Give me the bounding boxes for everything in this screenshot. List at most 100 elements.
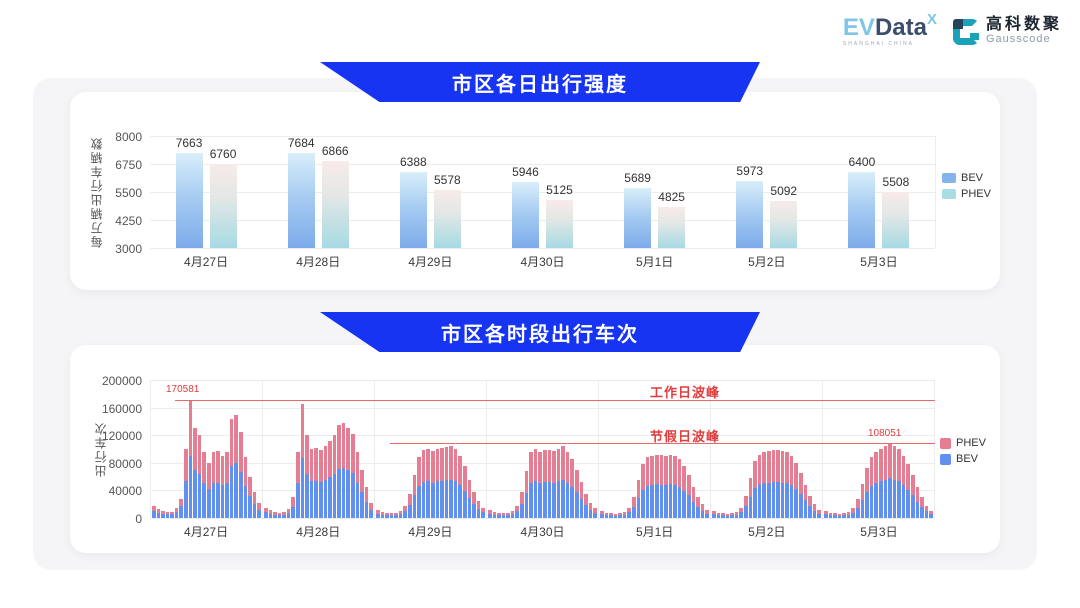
bar-column: 6760 bbox=[209, 136, 237, 248]
bar-value-label: 5578 bbox=[433, 173, 461, 188]
x-tick-label: 5月2日 bbox=[748, 525, 786, 539]
y-tick-label: 3000 bbox=[115, 242, 142, 256]
hour-bar-stack bbox=[668, 380, 673, 518]
phev-segment bbox=[472, 491, 476, 505]
hour-bar-stack bbox=[277, 380, 282, 518]
hour-bar-stack bbox=[837, 380, 842, 518]
bev-segment bbox=[762, 483, 766, 518]
hour-bar-stack bbox=[632, 380, 636, 518]
bev-segment bbox=[291, 507, 296, 518]
hour-bar-stack bbox=[842, 380, 846, 518]
hour-bar-stack bbox=[910, 380, 915, 518]
hour-bar-stack bbox=[780, 380, 785, 518]
evdata-x-icon: X bbox=[926, 11, 937, 28]
hour-bar-stack bbox=[188, 380, 193, 518]
hour-bar-stack bbox=[179, 380, 184, 518]
hour-bar-stack bbox=[350, 380, 355, 518]
bev-segment bbox=[421, 482, 426, 518]
phev-segment bbox=[874, 451, 878, 483]
hour-bar-stack bbox=[622, 380, 627, 518]
bev-segment bbox=[412, 495, 417, 518]
hour-bar-stack bbox=[846, 380, 851, 518]
bev-segment bbox=[632, 507, 636, 518]
hour-bar-stack bbox=[421, 380, 426, 518]
x-tick-label: 5月3日 bbox=[860, 525, 898, 539]
phev-segment bbox=[842, 513, 846, 516]
bev-segment bbox=[220, 485, 225, 518]
phev-segment bbox=[664, 455, 668, 486]
bev-segment bbox=[323, 479, 328, 518]
bev-segment bbox=[376, 513, 380, 518]
bev-segment bbox=[238, 472, 243, 518]
phev-segment bbox=[430, 451, 435, 483]
hour-bar-stack bbox=[510, 380, 515, 518]
bev-segment bbox=[766, 482, 771, 518]
bev-segment bbox=[824, 514, 828, 518]
hour-bar-stack bbox=[524, 380, 529, 518]
phev-segment bbox=[156, 509, 161, 513]
hour-bar-stack bbox=[730, 380, 734, 518]
hour-bar-stack bbox=[584, 380, 588, 518]
bev-segment bbox=[712, 514, 716, 518]
x-tick-label: 4月27日 bbox=[184, 255, 229, 269]
bar-value-label: 5508 bbox=[882, 174, 910, 189]
bev-segment bbox=[700, 510, 705, 518]
phev-segment bbox=[757, 454, 762, 485]
bev-segment bbox=[748, 496, 753, 518]
y-tick-label: 80000 bbox=[108, 456, 142, 471]
phev-segment bbox=[641, 464, 645, 490]
phev-segment bbox=[314, 447, 318, 481]
hour-bar-stack bbox=[318, 380, 323, 518]
phev-segment bbox=[622, 511, 627, 515]
bev-segment bbox=[776, 482, 780, 518]
phev-segment bbox=[248, 476, 252, 497]
phev-segment bbox=[780, 451, 785, 483]
bev-segment bbox=[686, 495, 691, 518]
bev-segment bbox=[206, 488, 211, 518]
hour-bar-stack bbox=[798, 380, 803, 518]
bev-segment bbox=[165, 514, 170, 518]
hour-bar-stack bbox=[458, 380, 462, 518]
phev-segment bbox=[748, 478, 753, 497]
phev-segment bbox=[828, 512, 833, 516]
chart2-title: 市区各时段出行车次 bbox=[441, 323, 639, 346]
bev-segment bbox=[458, 485, 462, 518]
bev-segment bbox=[654, 484, 659, 518]
hour-bar-stack bbox=[712, 380, 716, 518]
bev-segment bbox=[865, 491, 869, 518]
bev-segment bbox=[556, 481, 561, 518]
bev-segment bbox=[497, 515, 501, 518]
phev-segment bbox=[892, 445, 897, 480]
bev-segment bbox=[350, 473, 355, 518]
phev-segment bbox=[435, 449, 440, 482]
hour-bar-stack bbox=[328, 380, 332, 518]
phev-segment bbox=[488, 509, 492, 514]
header-logos: EVDataX SHANGHAI CHINA 高科数聚 Gausscode bbox=[843, 12, 1062, 47]
bev-segment bbox=[833, 515, 837, 518]
phev-segment bbox=[632, 497, 636, 508]
phev-segment bbox=[593, 508, 597, 513]
hour-bar-stack bbox=[252, 380, 257, 518]
bar-column: 5946 bbox=[511, 136, 539, 248]
hour-bar-stack bbox=[600, 380, 604, 518]
hour-bar-stack bbox=[860, 380, 865, 518]
phev-segment bbox=[501, 513, 506, 516]
phev-segment bbox=[238, 431, 243, 473]
bev-segment bbox=[501, 515, 506, 518]
phev-segment bbox=[449, 445, 453, 480]
bev-segment bbox=[430, 482, 435, 518]
bar-value-label: 6388 bbox=[399, 155, 427, 170]
phev-segment bbox=[476, 500, 481, 509]
phev-segment bbox=[444, 446, 449, 481]
y-tick-label: 5500 bbox=[115, 186, 142, 200]
hour-bar-stack bbox=[398, 380, 403, 518]
bev-segment bbox=[888, 478, 892, 518]
bev-segment bbox=[515, 511, 520, 518]
day-group bbox=[263, 380, 375, 518]
hour-bar-stack bbox=[282, 380, 286, 518]
phev-segment bbox=[421, 450, 426, 483]
phev-legend-label: PHEV bbox=[956, 437, 986, 449]
bev-segment bbox=[193, 470, 197, 518]
hour-bar-stack bbox=[725, 380, 730, 518]
phev-segment bbox=[184, 449, 188, 482]
